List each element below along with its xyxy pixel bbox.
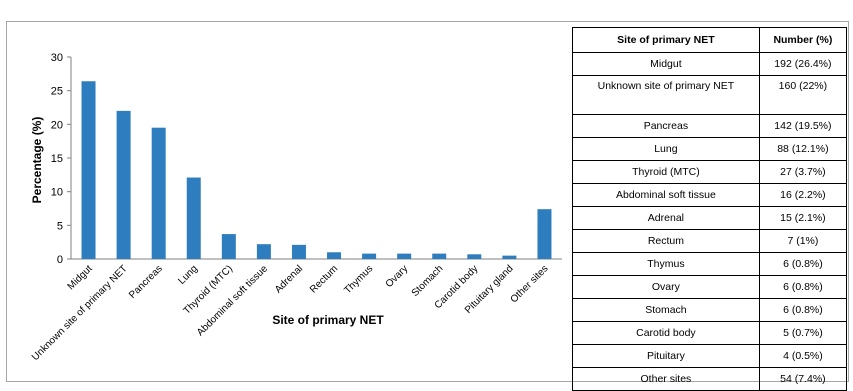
table-row: Lung 88 (12.1%) (572, 137, 848, 161)
bar (221, 234, 236, 259)
site-cell: Lung (572, 137, 760, 161)
site-table: Site of primary NET Number (%) Midgut 192… (572, 27, 848, 391)
number-cell: 5 (0.7%) (758, 321, 848, 345)
y-axis-label: Percentage (%) (30, 117, 44, 204)
table-row: Other sites 54 (7.4%) (572, 367, 848, 391)
bar (362, 253, 377, 259)
y-tick-label: 15 (51, 153, 63, 165)
y-tick-label: 30 (51, 52, 63, 64)
table-row: Abdominal soft tissue 16 (2.2%) (572, 183, 848, 207)
number-cell: 142 (19.5%) (758, 114, 848, 138)
number-cell: 15 (2.1%) (758, 206, 848, 230)
table-row: Ovary 6 (0.8%) (572, 275, 848, 299)
x-tick-label: Midgut (66, 263, 95, 292)
bar (327, 252, 342, 259)
site-cell: Abdominal soft tissue (572, 183, 760, 207)
x-tick-label: Stomach (410, 263, 446, 299)
number-cell: 6 (0.8%) (758, 275, 848, 299)
x-tick-label: Lung (176, 263, 200, 287)
site-cell: Carotid body (572, 321, 760, 345)
bar (467, 254, 482, 259)
site-cell: Pancreas (572, 114, 760, 138)
table-row: Pituitary 4 (0.5%) (572, 344, 848, 368)
bar (151, 127, 166, 259)
column-header-number: Number (%) (758, 27, 848, 53)
bar (291, 244, 306, 259)
y-tick-label: 5 (57, 220, 63, 232)
y-tick-label: 20 (51, 119, 63, 131)
x-tick-label: Abdominal soft tissue (195, 263, 270, 338)
x-tick-label: Adrenal (273, 263, 305, 295)
y-tick-label: 25 (51, 86, 63, 98)
y-tick-label: 10 (51, 187, 63, 199)
figure-frame (6, 21, 849, 382)
table-header-row: Site of primary NET Number (%) (572, 27, 848, 53)
bar (397, 253, 412, 259)
chart-axes (67, 56, 562, 260)
number-cell: 88 (12.1%) (758, 137, 848, 161)
y-tick-labels: 0 5 10 15 20 25 30 (51, 52, 63, 266)
site-cell: Thyroid (MTC) (572, 160, 760, 184)
table-row: Stomach 6 (0.8%) (572, 298, 848, 322)
number-cell: 27 (3.7%) (758, 160, 848, 184)
table-row: Thyroid (MTC) 27 (3.7%) (572, 160, 848, 184)
number-cell: 54 (7.4%) (758, 367, 848, 391)
site-cell: Midgut (572, 52, 760, 76)
x-tick-label: Pancreas (127, 263, 165, 301)
bar (186, 177, 201, 259)
bar (256, 244, 271, 259)
site-cell: Pituitary (572, 344, 760, 368)
x-axis-label: Site of primary NET (272, 313, 384, 327)
chart-bars (81, 81, 552, 260)
site-cell: Thymus (572, 252, 760, 276)
bar (537, 209, 552, 259)
number-cell: 7 (1%) (758, 229, 848, 253)
x-tick-label: Rectum (308, 263, 340, 295)
table-row: Carotid body 5 (0.7%) (572, 321, 848, 345)
number-cell: 4 (0.5%) (758, 344, 848, 368)
site-cell: Rectum (572, 229, 760, 253)
bar (502, 255, 517, 259)
table-row: Midgut 192 (26.4%) (572, 52, 848, 76)
table-row: Rectum 7 (1%) (572, 229, 848, 253)
table-row: Unknown site of primary NET 160 (22%) (572, 75, 848, 115)
x-tick-label: Thymus (342, 263, 375, 296)
site-table-container: Site of primary NET Number (%) Midgut 192… (572, 27, 848, 391)
x-tick-label: Other sites (509, 263, 551, 305)
table-row: Adrenal 15 (2.1%) (572, 206, 848, 230)
number-cell: 6 (0.8%) (758, 298, 848, 322)
site-cell: Unknown site of primary NET (572, 75, 760, 115)
number-cell: 16 (2.2%) (758, 183, 848, 207)
table-row: Pancreas 142 (19.5%) (572, 114, 848, 138)
site-cell: Other sites (572, 367, 760, 391)
bar (81, 81, 96, 260)
x-tick-label: Ovary (384, 263, 411, 290)
column-header-site: Site of primary NET (572, 27, 760, 53)
number-cell: 6 (0.8%) (758, 252, 848, 276)
number-cell: 160 (22%) (758, 75, 848, 115)
y-tick-label: 0 (57, 254, 63, 266)
number-cell: 192 (26.4%) (758, 52, 848, 76)
site-cell: Adrenal (572, 206, 760, 230)
table-row: Thymus 6 (0.8%) (572, 252, 848, 276)
site-cell: Stomach (572, 298, 760, 322)
bar (116, 110, 131, 259)
bar (432, 253, 447, 259)
site-cell: Ovary (572, 275, 760, 299)
